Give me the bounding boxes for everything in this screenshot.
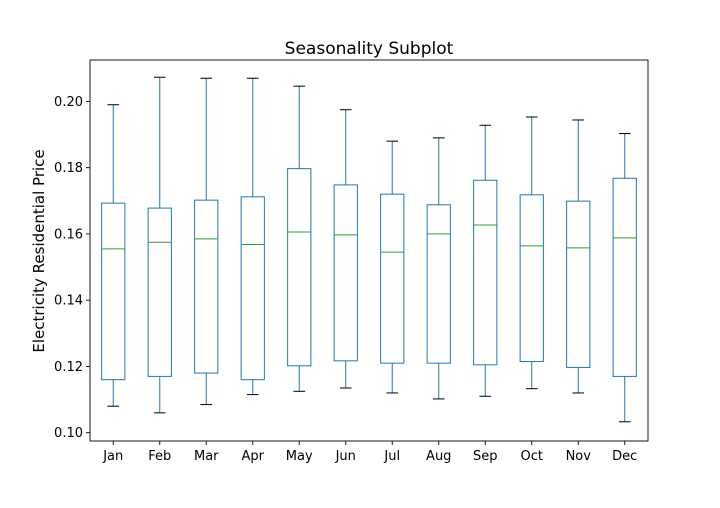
box-dec xyxy=(612,133,637,423)
x-tick-label: May xyxy=(286,449,313,464)
iqr-box xyxy=(147,207,172,377)
iqr-box xyxy=(612,177,637,377)
iqr-box xyxy=(380,193,405,364)
x-tick-label: Jul xyxy=(383,449,400,464)
box-aug xyxy=(426,137,451,400)
y-tick-label: 0.10 xyxy=(54,426,83,441)
x-tick-label: Aug xyxy=(426,449,451,464)
chart-title: Seasonality Subplot xyxy=(285,39,454,59)
box-apr xyxy=(240,77,265,396)
iqr-box xyxy=(101,202,126,381)
iqr-box xyxy=(426,204,451,364)
y-axis-label: Electricity Residential Price xyxy=(30,149,48,352)
y-tick-label: 0.20 xyxy=(54,95,83,110)
y-tick-label: 0.16 xyxy=(54,227,83,242)
box-jan xyxy=(101,104,126,407)
box-jul xyxy=(380,140,405,394)
iqr-box xyxy=(519,194,544,362)
box-feb xyxy=(147,76,172,414)
iqr-box xyxy=(194,199,219,374)
iqr-box xyxy=(473,179,498,366)
x-tick-label: Jun xyxy=(335,449,356,464)
x-tick-label: Sep xyxy=(473,449,498,464)
x-tick-label: Apr xyxy=(242,449,265,464)
box-oct xyxy=(519,116,544,390)
x-tick-label: Oct xyxy=(521,449,543,464)
boxes-layer xyxy=(101,76,637,423)
x-tick-label: Mar xyxy=(194,449,219,464)
iqr-box xyxy=(333,184,358,362)
iqr-box xyxy=(287,168,312,367)
y-tick-label: 0.14 xyxy=(54,294,83,309)
box-sep xyxy=(473,124,498,397)
iqr-box xyxy=(240,196,265,381)
y-tick-label: 0.18 xyxy=(54,161,83,176)
x-tick-label: Nov xyxy=(566,449,592,464)
box-may xyxy=(287,85,312,392)
y-tick-label: 0.12 xyxy=(54,360,83,375)
x-tick-label: Dec xyxy=(612,449,637,464)
x-axis: Jan Feb Mar Apr May Jun Jul Aug Sep Oct Nov Dec xyxy=(102,441,637,464)
box-nov xyxy=(566,119,591,394)
box-jun xyxy=(333,109,358,389)
x-tick-label: Feb xyxy=(148,449,171,464)
x-tick-label: Jan xyxy=(102,449,123,464)
plot-frame xyxy=(89,59,649,442)
y-axis: 0.10 0.12 0.14 0.16 0.18 0.20 xyxy=(54,95,90,441)
iqr-box xyxy=(566,200,591,368)
box-mar xyxy=(194,77,219,406)
